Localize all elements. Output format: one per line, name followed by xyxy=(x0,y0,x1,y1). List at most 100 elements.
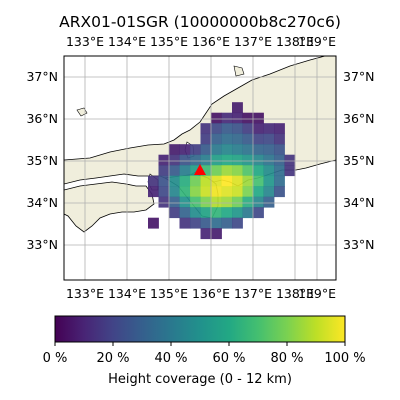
right-lat-label-36: 36°N xyxy=(343,111,375,126)
coverage-cell xyxy=(232,144,243,156)
coverage-cell xyxy=(253,207,264,219)
coverage-cell xyxy=(158,165,170,177)
top-lon-label-138: 138°E xyxy=(276,34,314,49)
coverage-cell xyxy=(221,165,233,177)
coverage-cell xyxy=(211,165,222,177)
top-lon-label-135: 135°E xyxy=(150,34,188,49)
coverage-cell xyxy=(263,165,275,177)
coverage-cell xyxy=(242,144,254,156)
coverage-cell xyxy=(211,112,222,124)
left-lat-label-37: 37°N xyxy=(26,69,58,84)
coverage-cell xyxy=(274,123,285,135)
coverage-cell xyxy=(190,217,201,229)
left-lat-label-36: 36°N xyxy=(26,111,58,126)
coverage-cell xyxy=(253,186,264,198)
coverage-cell xyxy=(148,175,159,187)
coverage-cell xyxy=(200,165,212,177)
coverage-cell xyxy=(242,112,254,124)
coverage-cell xyxy=(274,186,285,198)
coverage-cell xyxy=(263,123,275,135)
left-lat-label-34: 34°N xyxy=(26,195,58,210)
coverage-cell xyxy=(221,133,233,145)
coverage-cell xyxy=(263,133,275,145)
coverage-cell xyxy=(211,186,222,198)
coverage-cell xyxy=(200,196,212,208)
gridlines xyxy=(64,56,336,280)
colorbar-tick-marks xyxy=(54,342,346,346)
coverage-cell xyxy=(200,154,212,166)
coverage-cell xyxy=(211,123,222,135)
coverage-heatmap xyxy=(148,102,296,240)
coverage-cell xyxy=(211,154,222,166)
left-lat-label-35: 35°N xyxy=(26,153,58,168)
coverage-cell xyxy=(253,123,264,135)
sado-island xyxy=(233,65,245,77)
coverage-cell xyxy=(284,165,296,177)
coverage-cell xyxy=(242,207,254,219)
top-longitude-labels: 133°E 134°E 135°E 136°E 137°E 138°E 139°… xyxy=(66,34,336,49)
coverage-cell xyxy=(190,154,201,166)
coverage-cell xyxy=(242,123,254,135)
coverage-cell xyxy=(263,186,275,198)
top-lon-label-134: 134°E xyxy=(108,34,146,49)
coverage-cell xyxy=(284,154,296,166)
bottom-lon-label-135: 135°E xyxy=(150,286,188,301)
coverage-cell xyxy=(169,165,180,177)
coverage-cell xyxy=(274,133,285,145)
coverage-cell xyxy=(200,207,212,219)
coverage-cell xyxy=(179,175,191,187)
coverage-cell xyxy=(211,133,222,145)
coverage-cell xyxy=(158,196,170,208)
coverage-cell xyxy=(242,154,254,166)
coverage-cell xyxy=(169,186,180,198)
coverage-cell xyxy=(200,123,212,135)
radar-site-marker xyxy=(194,164,206,175)
coverage-cell xyxy=(179,217,191,229)
bottom-longitude-labels: 133°E 134°E 135°E 136°E 137°E 138°E 139°… xyxy=(66,286,336,301)
coverage-cell xyxy=(200,175,212,187)
cb-tick-40: 40 % xyxy=(154,351,187,366)
coverage-cell xyxy=(253,165,264,177)
coverage-cell xyxy=(263,196,275,208)
coverage-cell xyxy=(274,165,285,177)
coverage-cell xyxy=(158,186,170,198)
coverage-cell xyxy=(232,154,243,166)
coverage-cell xyxy=(211,144,222,156)
coverage-cell xyxy=(242,165,254,177)
coverage-cell xyxy=(169,154,180,166)
coverage-cell xyxy=(232,196,243,208)
coverage-cell xyxy=(200,217,212,229)
bottom-lon-label-133: 133°E xyxy=(66,286,104,301)
coverage-cell xyxy=(158,175,170,187)
coverage-cell xyxy=(169,207,180,219)
coverage-cell xyxy=(158,154,170,166)
coverage-cell xyxy=(242,175,254,187)
coverage-cell xyxy=(211,175,222,187)
coverage-cell xyxy=(221,123,233,135)
bottom-lon-label-134: 134°E xyxy=(108,286,146,301)
coverage-cell xyxy=(190,175,201,187)
coverage-cell xyxy=(200,228,212,240)
left-latitude-labels: 33°N 34°N 35°N 36°N 37°N xyxy=(26,69,58,252)
coverage-cell xyxy=(232,175,243,187)
coverage-cell xyxy=(179,144,191,156)
coverage-cell xyxy=(263,175,275,187)
colorbar: 0 % 20 % 40 % 60 % 80 % 100 % Height cov… xyxy=(43,315,366,387)
right-latitude-labels: 33°N 34°N 35°N 36°N 37°N xyxy=(343,69,375,252)
coverage-cell xyxy=(200,133,212,145)
coverage-cell xyxy=(221,186,233,198)
top-lon-label-133: 133°E xyxy=(66,34,104,49)
coverage-cell xyxy=(221,154,233,166)
top-lon-label-136: 136°E xyxy=(192,34,230,49)
coverage-cell xyxy=(190,144,201,156)
coverage-cell xyxy=(232,217,243,229)
right-lat-label-37: 37°N xyxy=(343,69,375,84)
right-lat-label-35: 35°N xyxy=(343,153,375,168)
coverage-cell xyxy=(221,175,233,187)
coverage-cell xyxy=(221,217,233,229)
oki-islands xyxy=(76,107,88,117)
left-lat-label-33: 33°N xyxy=(26,237,58,252)
figure-title: ARX01-01SGR (10000000b8c270c6) xyxy=(59,13,341,31)
coverage-cell xyxy=(190,207,201,219)
